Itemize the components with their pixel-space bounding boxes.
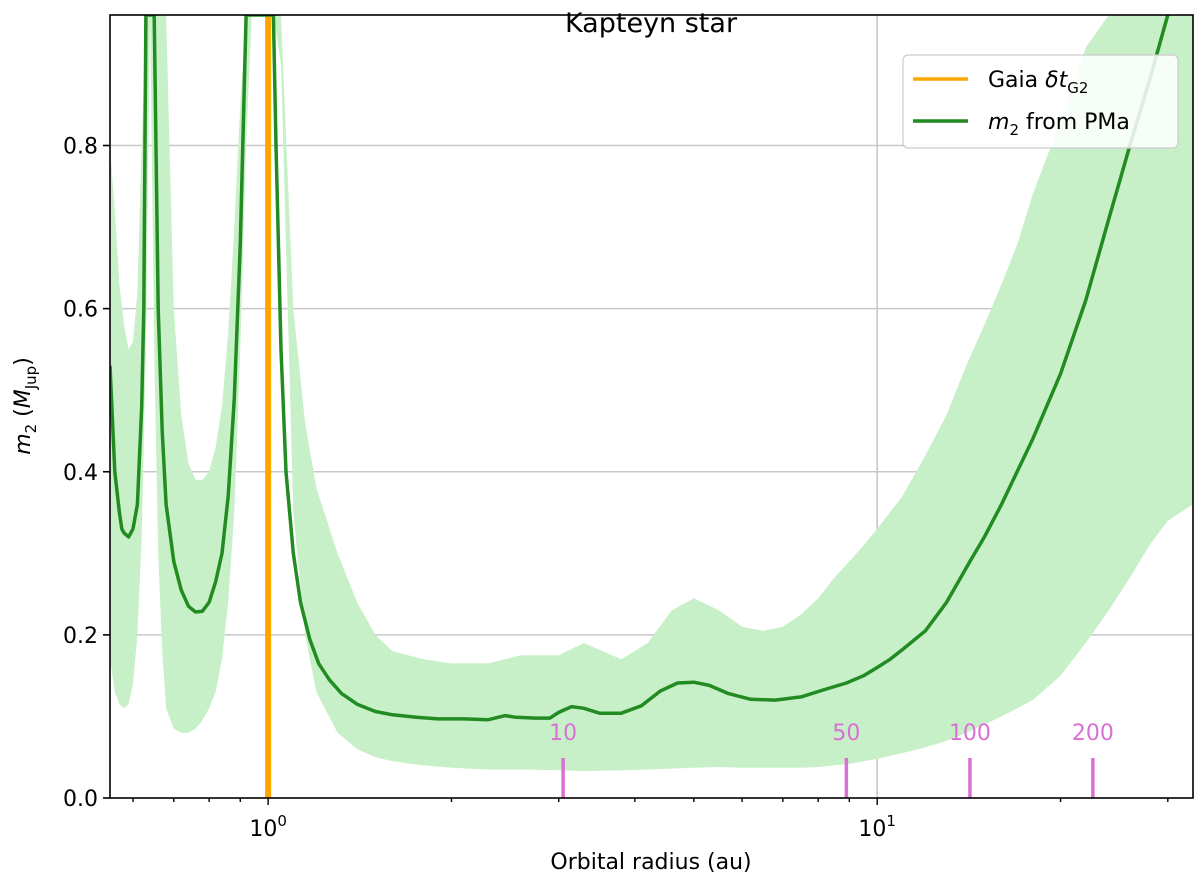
series-line-m2 [110,15,1170,722]
period-label: 100 [949,721,991,746]
plot-frame [109,14,1194,799]
chart-title: Kapteyn star [565,8,738,39]
y-tick-label: 0.0 [63,787,98,812]
y-tick-label: 0.6 [63,298,98,323]
y-tick-label: 0.2 [63,624,98,649]
confidence-band [110,15,1193,772]
period-label: 50 [832,721,860,746]
legend-item-m2: m2 from PMa [988,110,1130,139]
y-axis-label: m2 (MJup) [11,357,40,455]
y-axis: 0.0 0.2 0.4 0.6 0.8 [63,135,110,812]
band-area [110,15,1193,772]
period-markers: 10 50 100 200 [549,721,1114,798]
legend: Gaia δtG2 m2 from PMa [902,54,1179,149]
x-axis-label: Orbital radius (au) [550,850,751,875]
x-tick-label: 101 [858,812,896,842]
y-tick-label: 0.4 [63,461,98,486]
x-tick-label: 100 [249,812,287,842]
period-label: 200 [1072,721,1114,746]
series-layer [110,15,1170,722]
legend-box [902,54,1179,149]
period-label: 10 [549,721,577,746]
x-axis: 100 101 [132,798,1169,842]
y-tick-label: 0.8 [63,135,98,160]
